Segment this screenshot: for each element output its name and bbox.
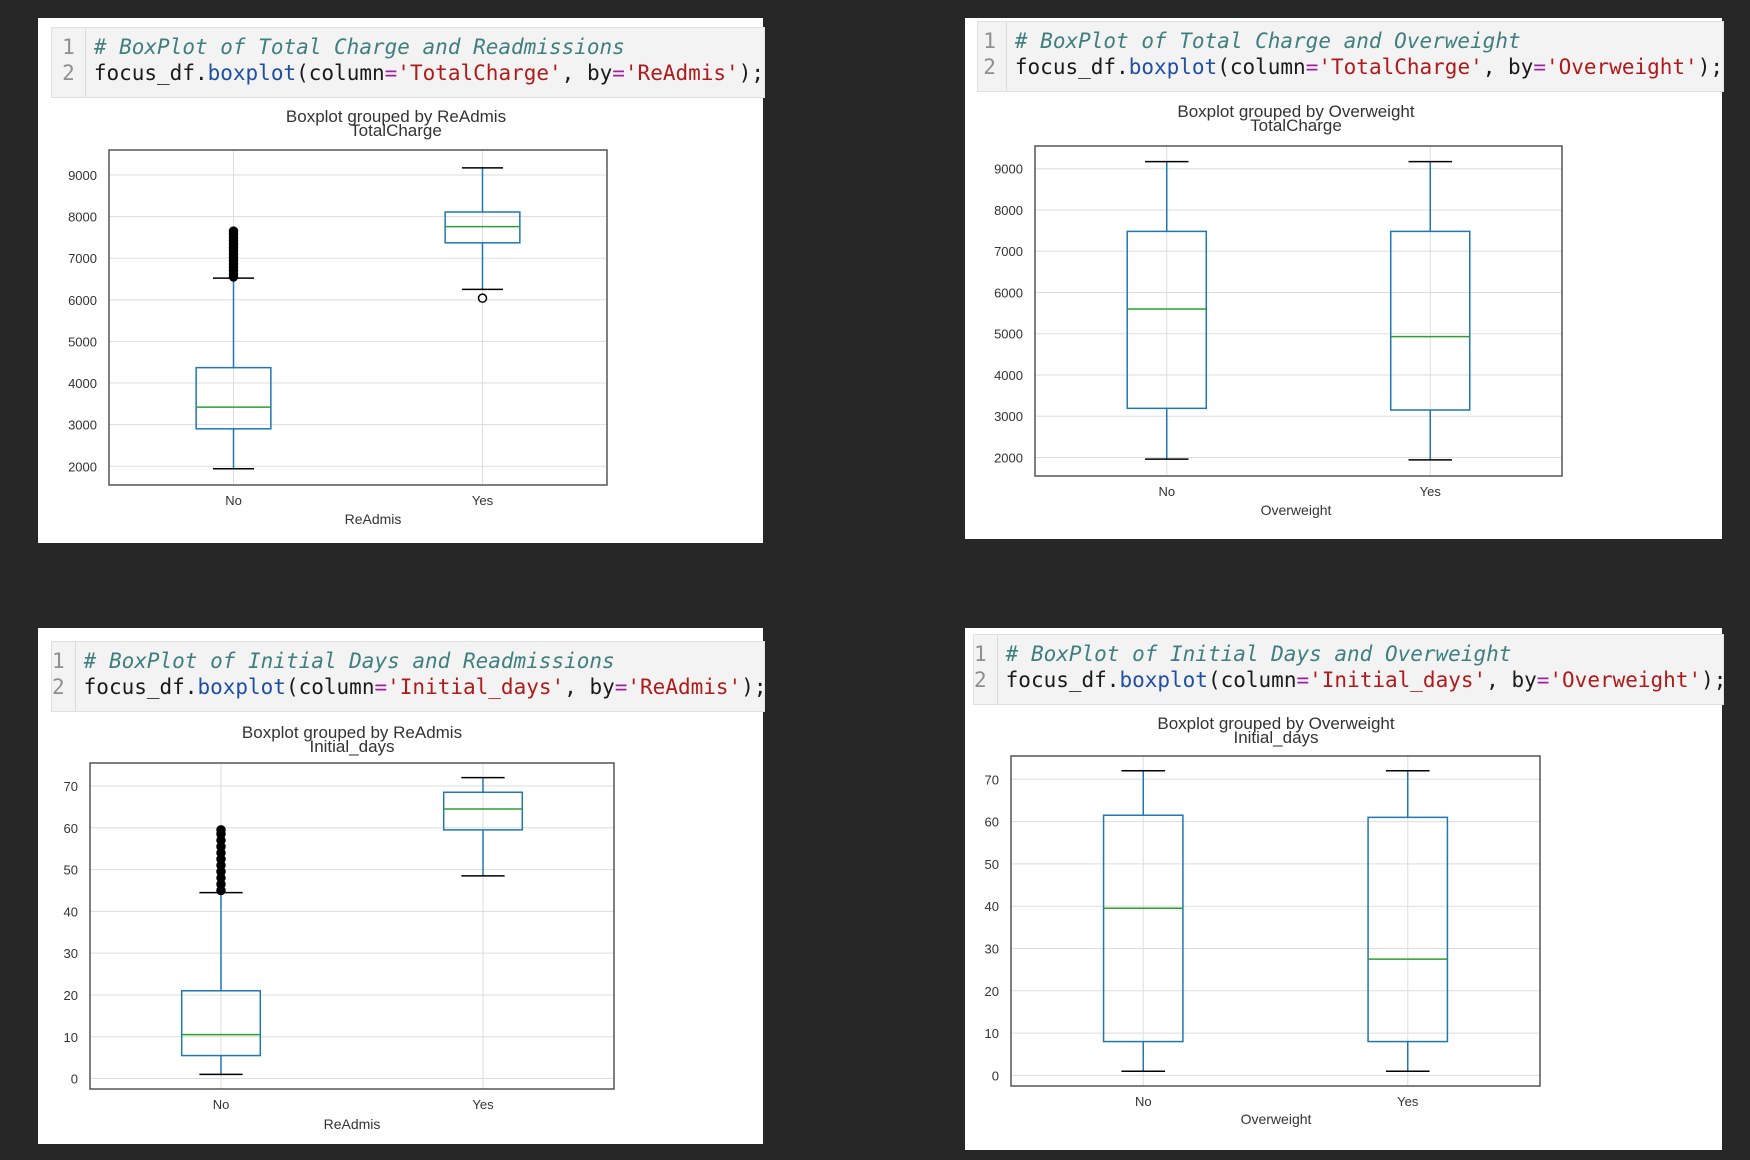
x-axis-label: ReAdmis [324, 1116, 381, 1132]
code-statement: focus_df.boxplot(column='Initial_days', … [1005, 668, 1727, 692]
x-tick-label: No [225, 493, 242, 508]
code-statement: focus_df.boxplot(column='TotalCharge', b… [93, 61, 764, 85]
y-tick-label: 8000 [994, 203, 1023, 218]
y-tick-label: 2000 [68, 459, 97, 474]
code-comment: # BoxPlot of Total Charge and Overweight [1014, 29, 1521, 53]
y-tick-label: 20 [64, 988, 78, 1003]
y-tick-label: 50 [985, 857, 999, 872]
y-tick-label: 5000 [994, 327, 1023, 342]
x-tick-label: No [1135, 1094, 1152, 1109]
box-iqr [1367, 816, 1449, 1043]
x-tick-label: Yes [472, 493, 494, 508]
code-comment: # BoxPlot of Initial Days and Overweight [1005, 642, 1512, 666]
y-tick-label: 70 [64, 779, 78, 794]
y-tick-label: 10 [64, 1030, 78, 1045]
y-tick-label: 8000 [68, 210, 97, 225]
chart-subtitle: TotalCharge [1250, 116, 1342, 135]
code-comment: # BoxPlot of Total Charge and Readmissio… [93, 35, 625, 59]
y-tick-label: 2000 [994, 450, 1023, 465]
y-tick-label: 4000 [68, 376, 97, 391]
y-tick-label: 9000 [994, 162, 1023, 177]
box-iqr [442, 791, 524, 831]
y-tick-label: 6000 [994, 285, 1023, 300]
y-tick-label: 7000 [68, 251, 97, 266]
y-tick-label: 60 [64, 821, 78, 836]
x-tick-label: Yes [1420, 484, 1442, 499]
outlier-point [228, 226, 239, 236]
chart-title: Boxplot grouped by ReAdmis [242, 723, 462, 742]
code-lines: # BoxPlot of Initial Days and Overweight… [998, 635, 1727, 704]
code-comment: # BoxPlot of Initial Days and Readmissio… [83, 649, 615, 673]
code-lines: # BoxPlot of Total Charge and Overweight… [1007, 22, 1723, 91]
chart-subtitle: TotalCharge [350, 121, 442, 140]
boxplot-chart: Boxplot grouped by OverweightTotalCharge… [994, 102, 1563, 518]
x-tick-label: No [1158, 484, 1175, 499]
y-tick-label: 30 [985, 942, 999, 957]
box-iqr [1102, 814, 1184, 1043]
chart-title: Boxplot grouped by ReAdmis [286, 107, 506, 126]
y-tick-label: 4000 [994, 368, 1023, 383]
y-tick-label: 60 [985, 815, 999, 830]
box-iqr [180, 990, 262, 1057]
y-tick-label: 3000 [994, 409, 1023, 424]
box-iqr [1389, 230, 1471, 411]
plot-frame [108, 149, 608, 486]
plot-frame [89, 762, 615, 1090]
y-tick-label: 5000 [68, 334, 97, 349]
plot-frame [1034, 145, 1563, 477]
outlier-point [477, 293, 488, 303]
y-tick-label: 0 [992, 1068, 999, 1083]
y-tick-label: 30 [64, 946, 78, 961]
y-tick-label: 10 [985, 1026, 999, 1041]
box-iqr [195, 366, 272, 430]
chart-subtitle: Initial_days [309, 737, 394, 756]
chart-title: Boxplot grouped by Overweight [1157, 714, 1394, 733]
x-axis-label: Overweight [1241, 1111, 1312, 1127]
x-tick-label: No [213, 1097, 230, 1112]
x-tick-label: Yes [1397, 1094, 1419, 1109]
y-tick-label: 20 [985, 984, 999, 999]
outlier-point [216, 825, 226, 835]
y-tick-label: 0 [71, 1072, 78, 1087]
code-lines: # BoxPlot of Initial Days and Readmissio… [76, 642, 767, 711]
y-tick-label: 40 [64, 904, 78, 919]
boxplot-chart: Boxplot grouped by OverweightInitial_day… [985, 714, 1541, 1127]
y-tick-label: 7000 [994, 244, 1023, 259]
y-tick-label: 40 [985, 899, 999, 914]
box-iqr [1126, 230, 1208, 410]
x-axis-label: ReAdmis [345, 511, 402, 527]
code-lines: # BoxPlot of Total Charge and Readmissio… [86, 28, 764, 97]
code-statement: focus_df.boxplot(column='TotalCharge', b… [1014, 55, 1723, 79]
x-axis-label: Overweight [1261, 502, 1332, 518]
y-tick-label: 70 [985, 772, 999, 787]
chart-title: Boxplot grouped by Overweight [1177, 102, 1414, 121]
x-tick-label: Yes [472, 1097, 494, 1112]
box-iqr [444, 211, 521, 244]
y-tick-label: 3000 [68, 418, 97, 433]
y-tick-label: 9000 [68, 168, 97, 183]
code-statement: focus_df.boxplot(column='Initial_days', … [83, 675, 767, 699]
y-tick-label: 50 [64, 863, 78, 878]
chart-subtitle: Initial_days [1233, 728, 1318, 747]
plot-frame [1010, 755, 1541, 1087]
y-tick-label: 6000 [68, 293, 97, 308]
